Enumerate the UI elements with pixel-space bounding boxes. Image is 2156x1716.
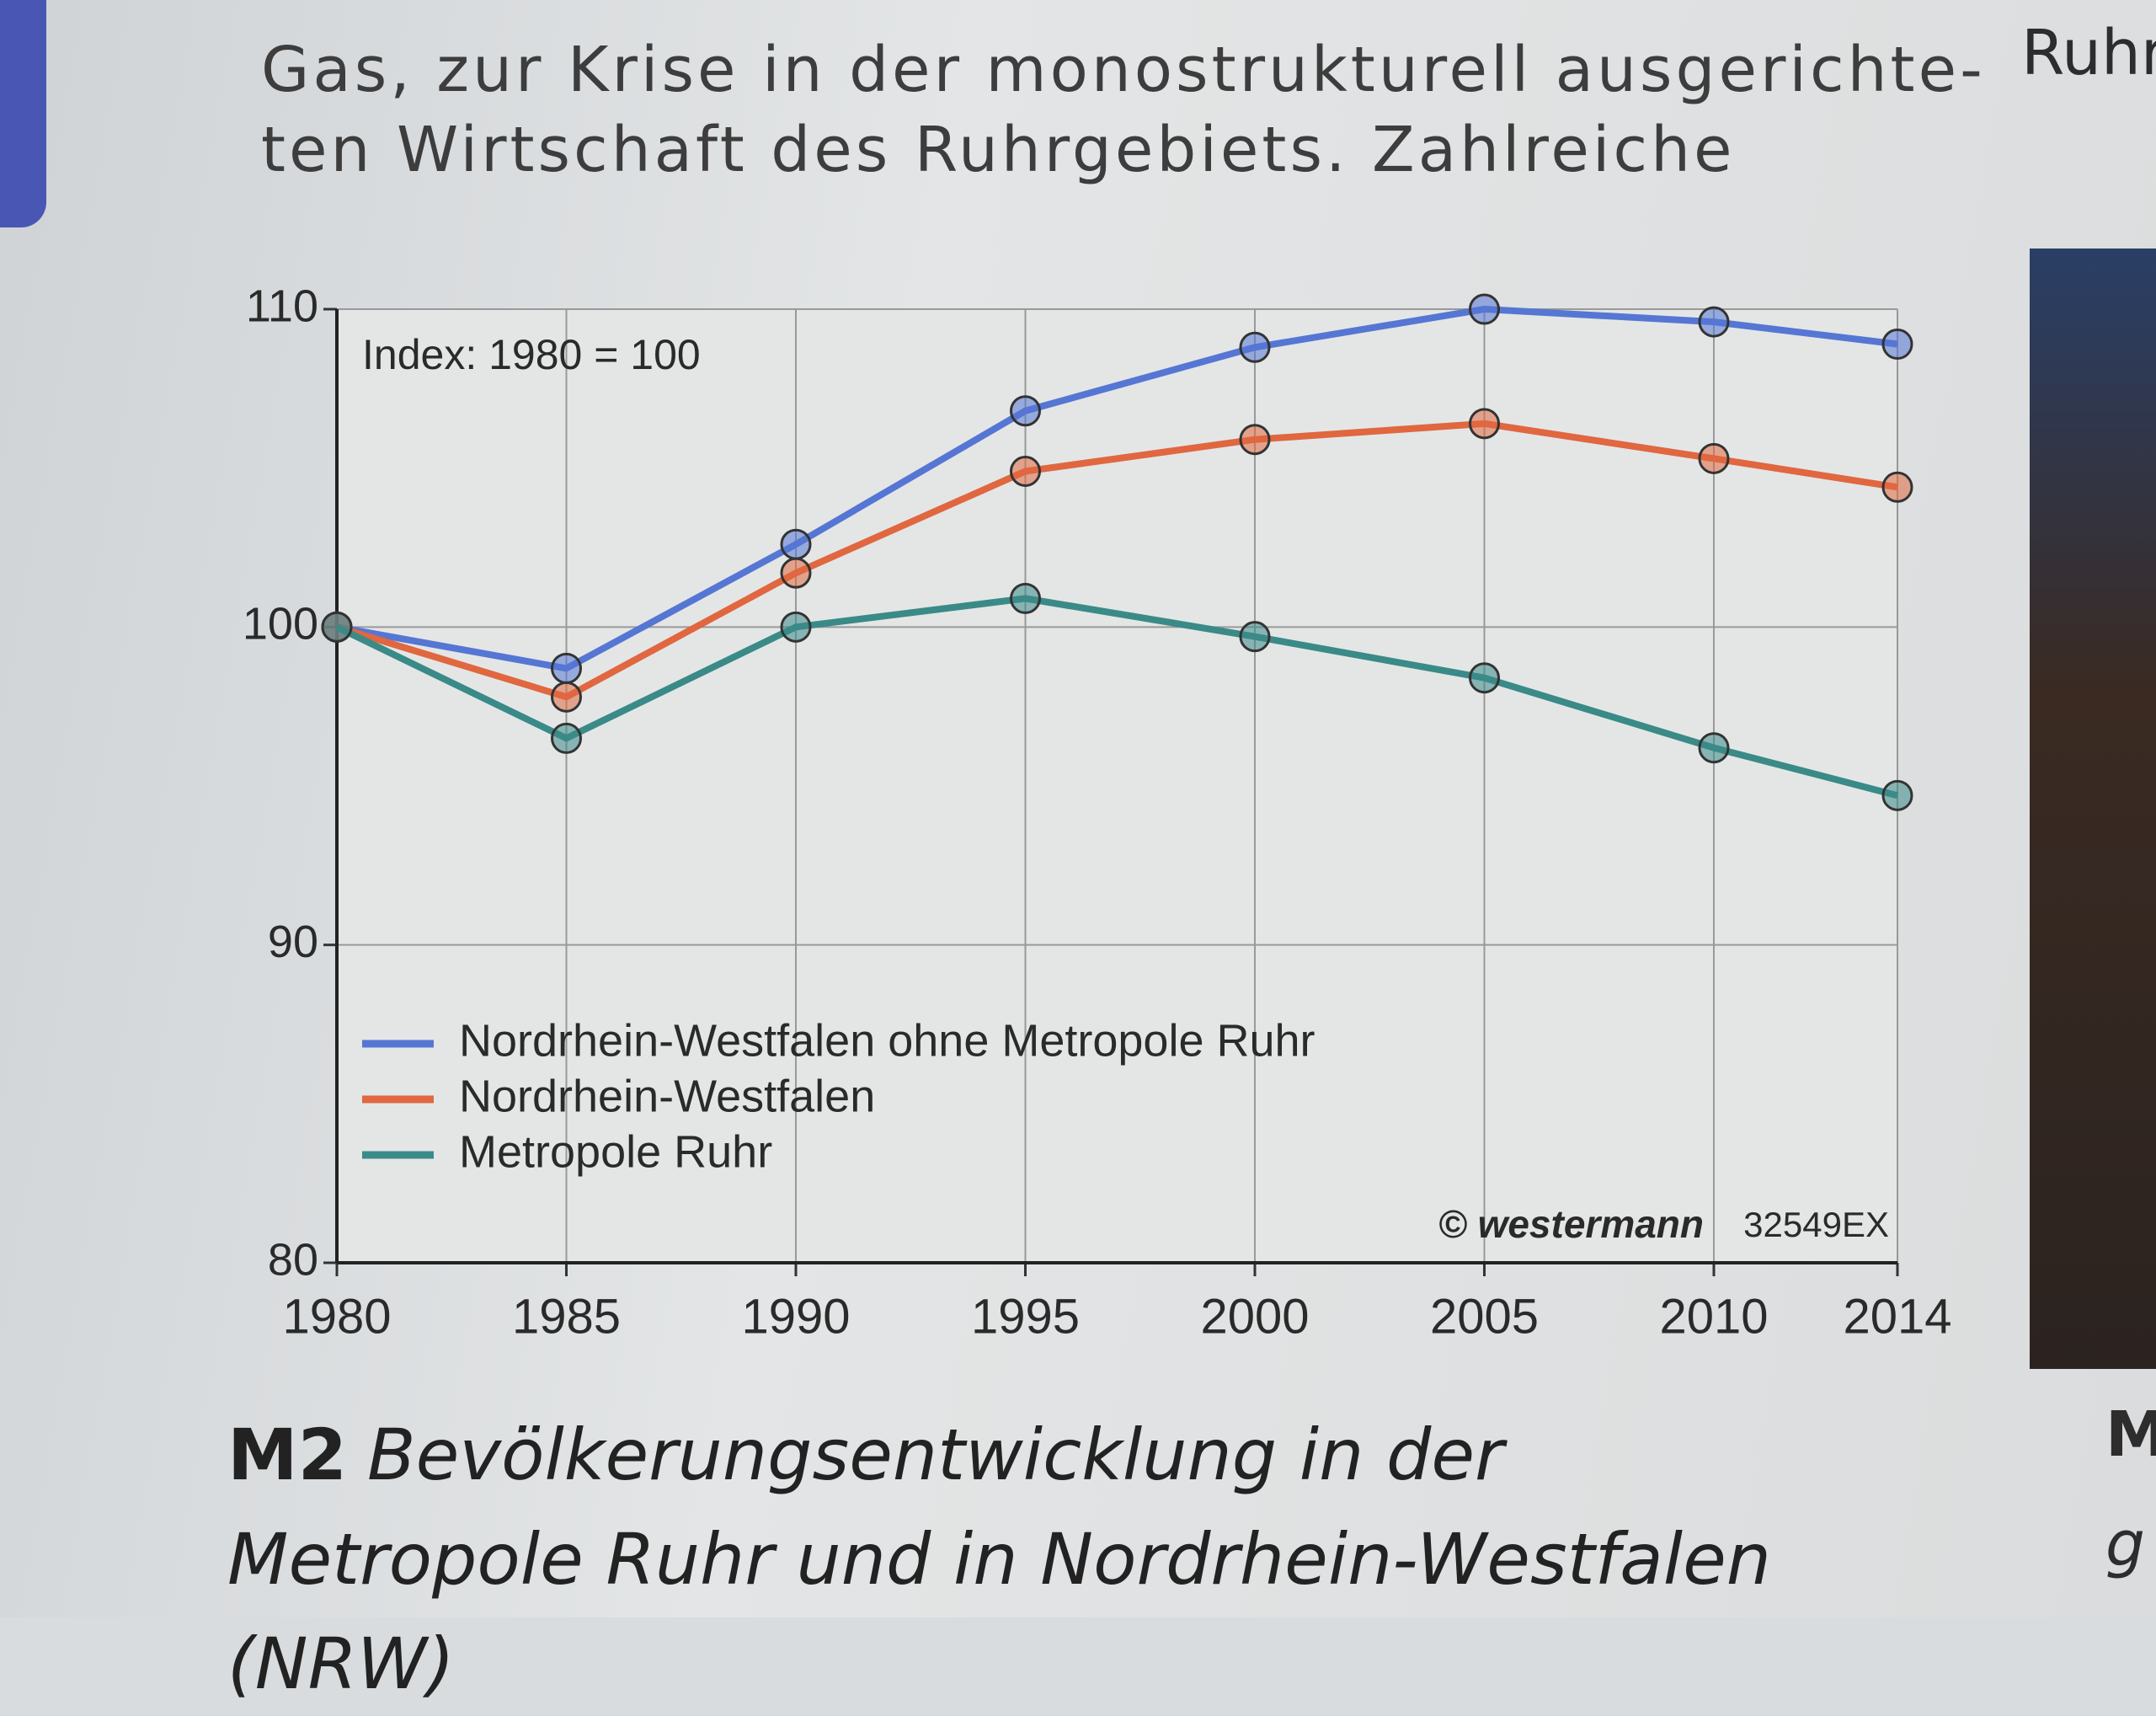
x-tick-label: 2005	[1430, 1289, 1539, 1344]
side-text: Ruhr	[2021, 17, 2156, 89]
data-point	[780, 528, 812, 560]
code: 32549EX	[1743, 1205, 1889, 1244]
data-point	[1698, 306, 1730, 338]
data-point	[1239, 331, 1271, 363]
data-point	[551, 652, 582, 684]
data-point	[321, 611, 353, 643]
data-point	[1881, 329, 1913, 361]
annotation: Index: 1980 = 100	[362, 331, 701, 378]
data-point	[1469, 293, 1500, 325]
data-point	[1698, 732, 1730, 764]
y-tick-label: 90	[268, 917, 318, 967]
x-tick-label: 2000	[1200, 1289, 1309, 1344]
x-tick-label: 2014	[1843, 1289, 1951, 1344]
data-point	[551, 722, 582, 754]
plot-area	[337, 309, 1897, 1263]
x-tick-label: 1985	[512, 1289, 621, 1344]
side-text: g	[2105, 1508, 2145, 1580]
data-point	[780, 557, 812, 589]
data-point	[1881, 779, 1913, 811]
series-line	[335, 595, 1899, 799]
y-tick-label: 100	[243, 599, 318, 650]
legend-label: Nordrhein-Westfalen ohne Metropole Ruhr	[459, 1015, 1315, 1066]
caption: M2 Bevölkerungsentwicklung in der Metropo…	[227, 1403, 1878, 1716]
photo	[2030, 249, 2156, 1369]
x-tick-label: 1995	[971, 1289, 1080, 1344]
side-text: M	[2105, 1398, 2156, 1471]
chart: 80 90 100 110 1980 1985 1990 1995 2000 2005 2010 20…	[243, 281, 1952, 1344]
caption-label: M2	[227, 1414, 348, 1496]
paragraph-line: Gas, zur Krise in der monostrukturell au…	[261, 34, 1986, 106]
y-tick-label: 110	[246, 281, 318, 331]
page-tab	[0, 0, 46, 227]
credit: © westermann	[1438, 1202, 1704, 1246]
data-point	[1881, 471, 1913, 503]
legend-label: Nordrhein-Westfalen	[459, 1071, 875, 1121]
data-point	[1010, 455, 1041, 487]
data-point	[780, 611, 812, 643]
data-point	[551, 681, 582, 713]
data-point	[1010, 582, 1041, 614]
series-line	[335, 420, 1898, 701]
x-tick-label: 1980	[282, 1289, 391, 1344]
data-point	[1239, 424, 1271, 456]
y-tick-label: 80	[268, 1234, 318, 1285]
data-point	[1469, 408, 1500, 440]
data-point	[1469, 662, 1500, 694]
x-tick-label: 1990	[741, 1289, 850, 1344]
series-line	[336, 306, 1898, 672]
paragraph-line: ten Wirtschaft des Ruhrgebiets. Zahlreic…	[261, 114, 1736, 186]
legend-label: Metropole Ruhr	[459, 1126, 772, 1177]
chart-title: Bevölkerungsentwicklung in der Metropole…	[227, 1414, 1771, 1705]
x-tick-label: 2010	[1659, 1289, 1768, 1344]
data-point	[1010, 395, 1041, 427]
data-point	[1239, 621, 1271, 653]
data-point	[1698, 442, 1730, 474]
